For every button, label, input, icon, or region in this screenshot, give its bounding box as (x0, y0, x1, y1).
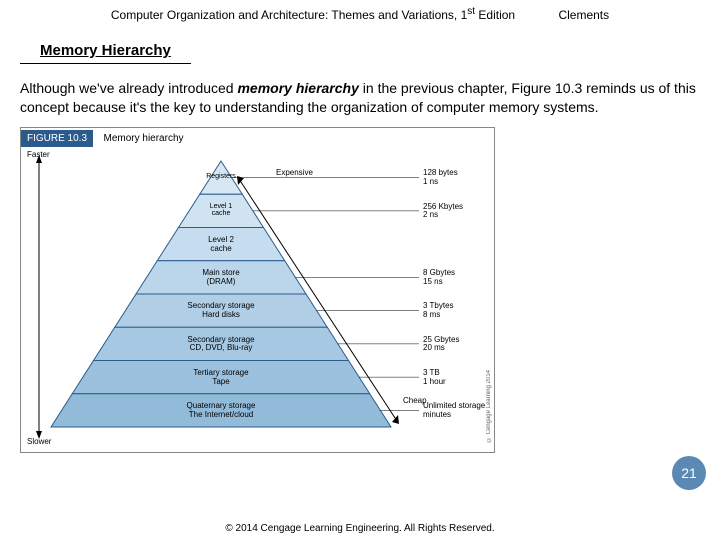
tier-label: Tertiary storageTape (161, 369, 281, 387)
book-title: Computer Organization and Architecture: … (111, 8, 467, 22)
tier-label: Main store(DRAM) (161, 269, 281, 287)
figure-container: FIGURE 10.3 Memory hierarchy Faster Slow… (20, 127, 495, 453)
tier-metric: 128 bytes1 ns (423, 169, 458, 187)
tier-metric: 25 Gbytes20 ms (423, 336, 459, 354)
tier-label: Secondary storageHard disks (161, 302, 281, 320)
page-number: 21 (681, 465, 697, 481)
tier-metric: 3 TB1 hour (423, 369, 446, 387)
para-emphasis: memory hierarchy (237, 80, 358, 96)
edition-ordinal: st (467, 6, 475, 17)
page-number-badge: 21 (672, 456, 706, 490)
tier-metric: 256 Kbytes2 ns (423, 203, 463, 221)
tier-metric: 3 Tbytes8 ms (423, 302, 454, 320)
figure-number: FIGURE 10.3 (21, 130, 93, 147)
tier-metric: 8 Gbytes15 ns (423, 269, 455, 287)
body-paragraph: Although we've already introduced memory… (0, 64, 720, 127)
author-name: Clements (558, 8, 609, 22)
edition-word: Edition (475, 8, 515, 22)
section-title: Memory Hierarchy (20, 24, 191, 64)
tier-label: Registers (161, 173, 281, 181)
figure-body: Faster Slower Registers Level 1cache Level… (21, 147, 494, 452)
tier-metric: Unlimited storageminutes (423, 402, 485, 420)
figure-caption: Memory hierarchy (103, 133, 183, 144)
tier-label: Level 2cache (161, 236, 281, 254)
tier-label: Secondary storageCD, DVD, Blu-ray (161, 336, 281, 354)
para-pre: Although we've already introduced (20, 80, 237, 96)
slide-header: Computer Organization and Architecture: … (0, 0, 720, 24)
tier-label: Level 1cache (161, 203, 281, 218)
figure-copyright: © Cengage Learning 2014 (486, 370, 492, 442)
tier-label: Quaternary storageThe Internet/cloud (161, 402, 281, 420)
axis-label-faster: Faster (27, 150, 50, 159)
slide-footer: © 2014 Cengage Learning Engineering. All… (0, 523, 720, 534)
cost-label-expensive: Expensive (276, 169, 313, 178)
axis-label-slower: Slower (27, 437, 51, 446)
